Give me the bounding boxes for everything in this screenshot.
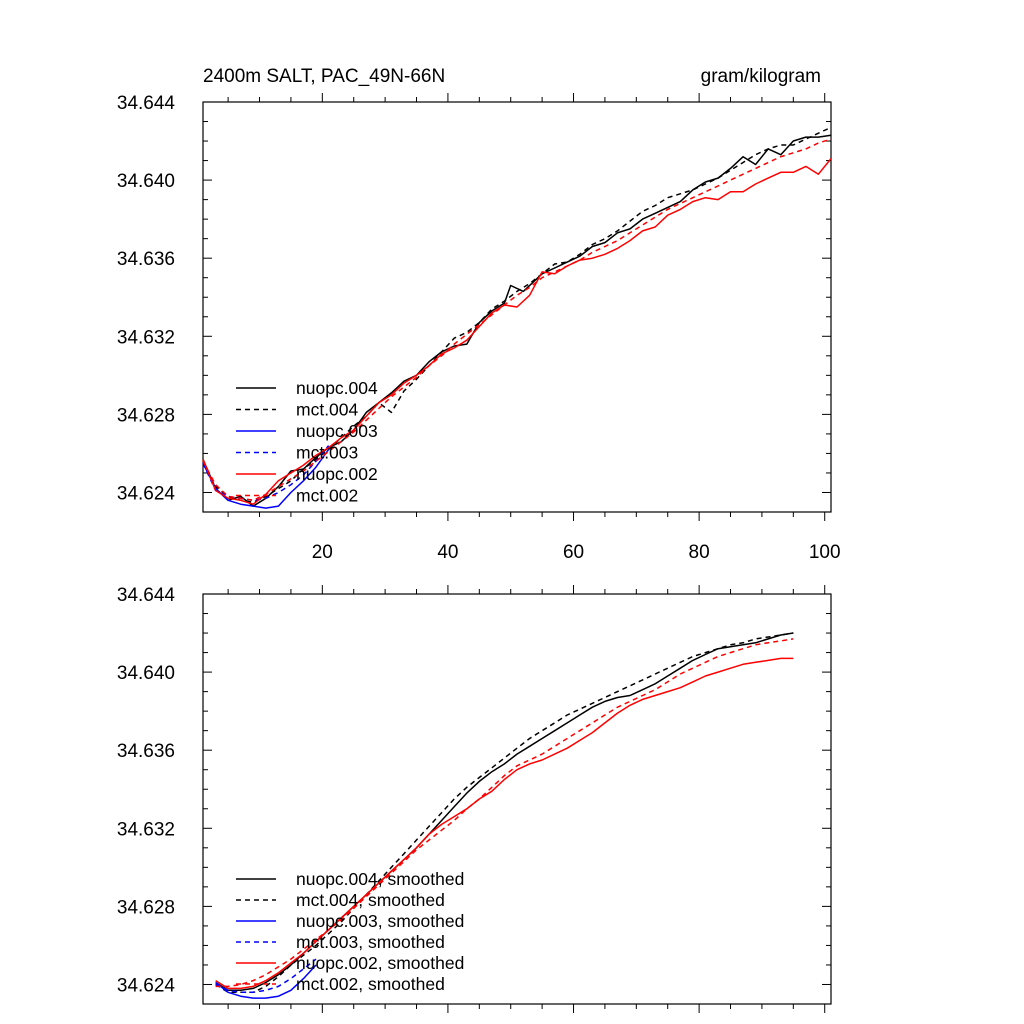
series-line — [215, 657, 794, 990]
chart-title: 2400m SALT, PAC_49N-66N — [203, 66, 445, 87]
y-tick-label: 34.644 — [117, 93, 176, 114]
x-tick-label: 100 — [809, 542, 841, 563]
legend-label: nuopc.002 — [296, 464, 378, 484]
y-tick-label: 34.640 — [117, 663, 175, 684]
series-line — [215, 958, 317, 994]
y-tick-label: 34.632 — [117, 819, 175, 840]
units-label: gram/kilogram — [701, 66, 821, 87]
x-tick-label: 80 — [689, 542, 710, 563]
x-tick-label: 60 — [563, 542, 584, 563]
y-tick-label: 34.624 — [117, 483, 176, 504]
series-line — [202, 126, 832, 503]
y-tick-label: 34.640 — [117, 171, 175, 192]
y-tick-label: 34.636 — [117, 249, 175, 270]
series-line — [215, 632, 794, 994]
y-tick-label: 34.644 — [117, 585, 176, 606]
legend-label: nuopc.003, smoothed — [296, 911, 464, 931]
series-line — [215, 638, 794, 988]
series-line — [202, 445, 330, 502]
legend-label: mct.002 — [296, 486, 358, 506]
x-tick-label: 40 — [437, 542, 458, 563]
series-line — [202, 138, 832, 502]
plot-frame — [202, 101, 832, 513]
plot-frame — [202, 593, 832, 1005]
legend-label: nuopc.003 — [296, 421, 378, 441]
top-panel: 20 40 60 80 100 34.624 34.628 34.632 34.636 34.64… — [117, 66, 841, 563]
legend-label: mct.004 — [296, 400, 359, 420]
y-tick-label: 34.636 — [117, 741, 175, 762]
y-tick-label: 34.628 — [117, 405, 175, 426]
legend-label: mct.004, smoothed — [296, 890, 445, 910]
bottom-panel: 34.624 34.628 34.632 34.636 34.640 34.644 nuop… — [117, 585, 832, 1013]
legend-label: nuopc.004 — [296, 378, 378, 398]
legend-label: mct.003 — [296, 443, 358, 463]
y-tick-label: 34.624 — [117, 975, 176, 996]
x-tick-label: 20 — [312, 542, 333, 563]
series-line — [215, 964, 317, 999]
y-tick-label: 34.632 — [117, 327, 175, 348]
legend-label: mct.002, smoothed — [296, 974, 445, 994]
legend-label: nuopc.004, smoothed — [296, 869, 464, 889]
legend-label: mct.003, smoothed — [296, 932, 445, 952]
series-line — [202, 158, 832, 505]
y-tick-label: 34.628 — [117, 897, 175, 918]
legend-label: nuopc.002, smoothed — [296, 953, 464, 973]
